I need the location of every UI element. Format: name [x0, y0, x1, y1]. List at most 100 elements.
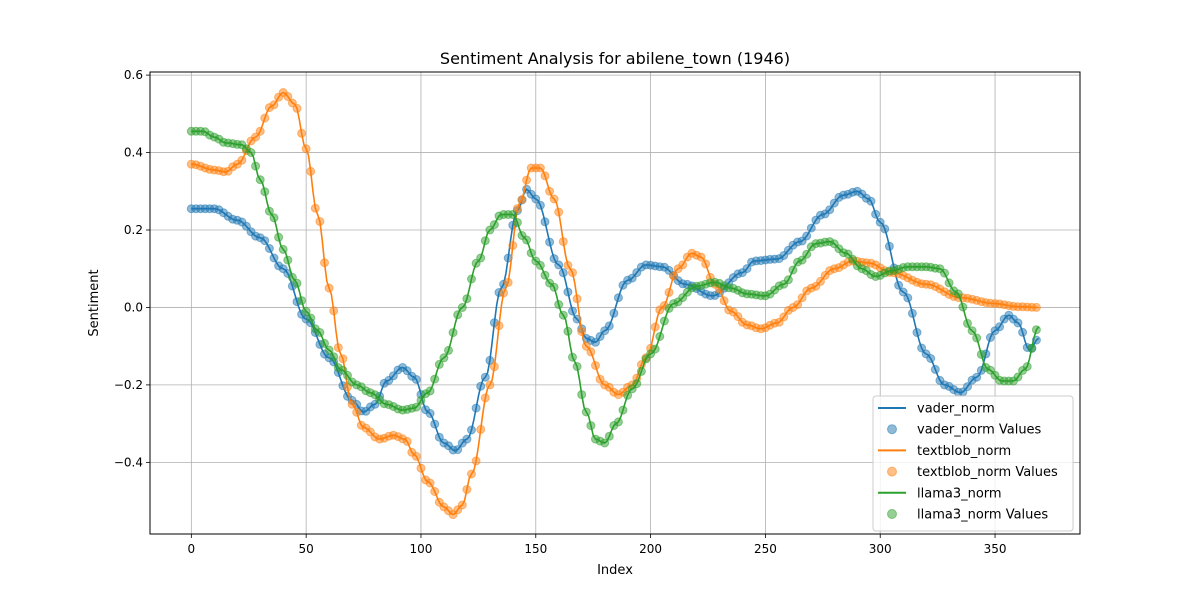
legend-box — [872, 395, 1074, 532]
data-point-llama3_norm — [586, 421, 596, 431]
data-point-vader_norm — [1013, 318, 1023, 328]
y-tick-label: −0.4 — [114, 455, 143, 469]
data-point-llama3_norm — [246, 148, 256, 157]
data-point-llama3_norm — [343, 370, 352, 380]
data-point-textblob_norm — [558, 237, 568, 247]
data-point-textblob_norm — [333, 343, 343, 353]
data-point-textblob_norm — [545, 186, 555, 196]
data-point-llama3_norm — [963, 318, 972, 328]
data-point-llama3_norm — [512, 218, 522, 227]
data-point-textblob_norm — [664, 287, 674, 297]
legend-marker-swatch — [887, 509, 897, 519]
data-point-vader_norm — [871, 209, 881, 219]
data-point-textblob_norm — [508, 241, 518, 250]
data-point-llama3_norm — [320, 338, 329, 348]
series-llama3_norm — [186, 126, 1041, 448]
chart-title: Sentiment Analysis for abilene_town (194… — [440, 49, 790, 69]
data-point-textblob_norm — [476, 424, 486, 434]
data-point-textblob_norm — [586, 347, 596, 357]
data-point-vader_norm — [875, 217, 885, 227]
data-point-llama3_norm — [1031, 325, 1041, 335]
data-point-llama3_norm — [411, 402, 421, 412]
data-point-llama3_norm — [1027, 343, 1037, 353]
data-point-vader_norm — [613, 293, 623, 303]
data-point-textblob_norm — [522, 175, 532, 185]
data-point-textblob_norm — [503, 277, 513, 287]
data-point-textblob_norm — [549, 194, 559, 204]
data-point-vader_norm — [467, 425, 476, 435]
data-point-llama3_norm — [489, 220, 499, 230]
data-point-textblob_norm — [577, 327, 587, 337]
data-point-textblob_norm — [797, 293, 807, 303]
x-tick-label: 300 — [869, 542, 892, 556]
data-point-textblob_norm — [402, 436, 412, 446]
x-axis-ticks: 0 50 100 150 200 250 300 350 — [188, 534, 1007, 556]
data-point-llama3_norm — [563, 326, 573, 336]
data-point-vader_norm — [972, 372, 982, 382]
data-point-llama3_norm — [540, 270, 550, 280]
data-point-textblob_norm — [255, 126, 265, 136]
data-point-vader_norm — [531, 194, 541, 204]
y-tick-label: 0.2 — [124, 223, 143, 237]
data-point-llama3_norm — [783, 275, 793, 285]
data-point-llama3_norm — [462, 294, 472, 304]
data-point-llama3_norm — [604, 431, 614, 441]
data-point-textblob_norm — [310, 203, 320, 213]
data-point-llama3_norm — [480, 236, 490, 246]
data-point-vader_norm — [995, 322, 1005, 332]
data-point-textblob_norm — [237, 155, 247, 165]
data-point-llama3_norm — [297, 296, 307, 306]
data-point-llama3_norm — [944, 278, 954, 288]
data-point-llama3_norm — [301, 306, 311, 316]
data-point-llama3_norm — [251, 161, 261, 171]
data-point-llama3_norm — [467, 274, 476, 284]
data-point-llama3_norm — [292, 278, 302, 288]
data-point-vader_norm — [260, 236, 270, 246]
data-point-llama3_norm — [788, 265, 798, 275]
data-point-vader_norm — [926, 354, 936, 363]
data-point-vader_norm — [388, 371, 398, 381]
data-point-vader_norm — [884, 241, 894, 251]
data-point-llama3_norm — [439, 353, 449, 363]
data-point-vader_norm — [558, 268, 568, 278]
data-point-vader_norm — [825, 205, 835, 215]
data-point-vader_norm — [930, 364, 940, 374]
data-point-textblob_norm — [581, 341, 591, 351]
data-point-textblob_norm — [251, 132, 261, 142]
data-point-llama3_norm — [972, 333, 982, 343]
data-point-vader_norm — [903, 293, 913, 303]
data-point-textblob_norm — [430, 487, 440, 496]
data-point-llama3_norm — [522, 235, 532, 245]
data-point-llama3_norm — [1022, 362, 1032, 372]
data-point-llama3_norm — [315, 328, 325, 337]
plot-area-frame — [149, 71, 1081, 535]
data-point-textblob_norm — [554, 207, 564, 217]
data-point-llama3_norm — [453, 310, 463, 320]
data-point-vader_norm — [485, 355, 495, 365]
legend-label: textblob_norm Values — [917, 465, 1058, 480]
data-point-textblob_norm — [283, 92, 293, 101]
data-point-llama3_norm — [416, 395, 426, 405]
data-point-textblob_norm — [320, 258, 329, 268]
series-layer — [186, 88, 1041, 520]
data-point-llama3_norm — [287, 272, 297, 282]
y-tick-label: 0.6 — [124, 68, 143, 82]
data-point-textblob_norm — [669, 271, 679, 281]
data-point-llama3_norm — [278, 244, 288, 254]
data-point-vader_norm — [540, 217, 550, 227]
x-tick-label: 350 — [984, 542, 1007, 556]
x-tick-label: 250 — [754, 542, 777, 556]
data-point-llama3_norm — [958, 302, 968, 312]
data-point-textblob_norm — [352, 407, 362, 417]
y-axis-label: Sentiment — [87, 269, 102, 336]
data-point-textblob_norm — [572, 294, 582, 304]
legend-label: vader_norm Values — [917, 423, 1042, 438]
y-tick-label: −0.2 — [114, 378, 143, 392]
x-tick-label: 100 — [410, 542, 433, 556]
data-point-textblob_norm — [816, 276, 825, 286]
data-point-llama3_norm — [255, 175, 265, 185]
data-point-llama3_norm — [283, 255, 293, 265]
data-point-llama3_norm — [434, 359, 444, 369]
data-point-vader_norm — [963, 382, 972, 392]
